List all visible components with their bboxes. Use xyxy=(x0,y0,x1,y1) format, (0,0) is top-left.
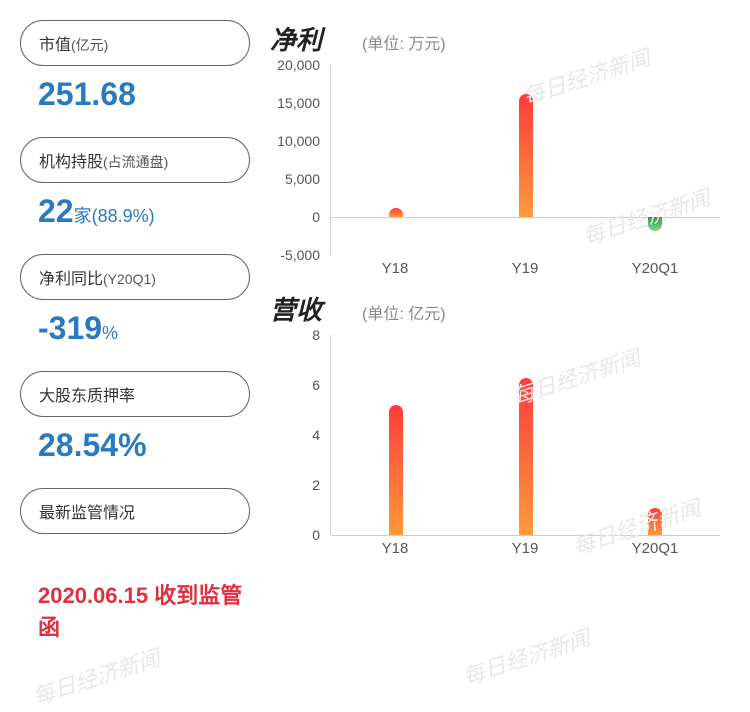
y-tick-label: 6 xyxy=(312,377,320,393)
stat-label: 最新监管情况 xyxy=(39,505,135,522)
right-column: 净利 (单位: 万元) -5,000 0 5,000 10,000 15,000 20,000… xyxy=(270,20,730,642)
y-tick-label: 10,000 xyxy=(277,133,320,149)
y-axis: 02468 xyxy=(270,335,326,535)
y-tick-label: 2 xyxy=(312,477,320,493)
stat-label-sub: (占流通盘) xyxy=(103,154,168,170)
chart-unit: (单位: 万元) xyxy=(362,30,446,54)
x-tick-label: Y20Q1 xyxy=(632,540,679,557)
y-tick-label: 4 xyxy=(312,427,320,443)
main-container: 市值(亿元) 251.68 机构持股(占流通盘) 22家(88.9%) 净利同比(Y20… xyxy=(0,0,750,662)
chart-header: 营收 (单位: 亿元) xyxy=(270,290,730,327)
stat-value: 251.68 xyxy=(38,76,250,113)
stat-box: 机构持股(占流通盘) xyxy=(20,137,250,183)
x-tick-label: Y19 xyxy=(512,540,539,557)
x-tick-label: Y19 xyxy=(512,260,539,277)
stat-value: 22家(88.9%) xyxy=(38,193,250,230)
y-tick-label: 0 xyxy=(312,527,320,543)
stat-box: 市值(亿元) xyxy=(20,20,250,66)
bar xyxy=(519,378,533,536)
left-column: 市值(亿元) 251.68 机构持股(占流通盘) 22家(88.9%) 净利同比(Y20… xyxy=(20,20,250,642)
footer-line: 2020.06.15 收到监管函 xyxy=(38,578,250,642)
plot-area xyxy=(330,65,720,255)
stat-value: -319% xyxy=(38,310,250,347)
x-axis: Y18 Y19 Y20Q1 xyxy=(330,260,720,280)
stat-value-suffix: % xyxy=(102,323,118,343)
y-tick-label: 20,000 xyxy=(277,57,320,73)
y-tick-label: 5,000 xyxy=(285,171,320,187)
bar xyxy=(519,94,533,217)
y-axis: -5,00005,00010,00015,00020,000 xyxy=(270,65,326,255)
x-tick-label: Y18 xyxy=(382,260,409,277)
plot-area xyxy=(330,335,720,535)
bar xyxy=(389,208,403,217)
stat-value-suffix: 家(88.9%) xyxy=(74,206,155,226)
revenue-chart: 营收 (单位: 亿元) 0 2 4 6 8 Y18 Y19 Y20Q1 xyxy=(270,290,730,560)
chart-header: 净利 (单位: 万元) xyxy=(270,20,730,57)
stat-box: 最新监管情况 xyxy=(20,488,250,534)
stat-label: 市值 xyxy=(39,37,71,54)
chart-title: 营收 xyxy=(270,290,322,327)
x-tick-label: Y18 xyxy=(382,540,409,557)
y-tick-label: 8 xyxy=(312,327,320,343)
x-axis: Y18 Y19 Y20Q1 xyxy=(330,540,720,560)
stat-value: 28.54% xyxy=(38,427,250,464)
stat-label: 大股东质押率 xyxy=(39,388,135,405)
bar xyxy=(389,405,403,535)
stat-label: 机构持股 xyxy=(39,154,103,171)
stat-label: 净利同比 xyxy=(39,271,103,288)
stat-box: 净利同比(Y20Q1) xyxy=(20,254,250,300)
chart-area: 02468Y18Y19Y20Q1 xyxy=(270,335,730,560)
bar xyxy=(648,217,662,231)
chart-area: -5,00005,00010,00015,00020,000Y18Y19Y20Q… xyxy=(270,65,730,280)
stat-label-sub: (亿元) xyxy=(71,37,108,53)
chart-title: 净利 xyxy=(270,20,322,57)
stat-label-sub: (Y20Q1) xyxy=(103,271,156,287)
stat-box: 大股东质押率 xyxy=(20,371,250,417)
chart-unit: (单位: 亿元) xyxy=(362,300,446,324)
profit-chart: 净利 (单位: 万元) -5,000 0 5,000 10,000 15,000 20,000… xyxy=(270,20,730,280)
y-tick-label: 15,000 xyxy=(277,95,320,111)
x-tick-label: Y20Q1 xyxy=(632,260,679,277)
y-tick-label: 0 xyxy=(312,209,320,225)
zero-line xyxy=(331,535,720,536)
y-tick-label: -5,000 xyxy=(280,247,320,263)
bar xyxy=(648,508,662,536)
